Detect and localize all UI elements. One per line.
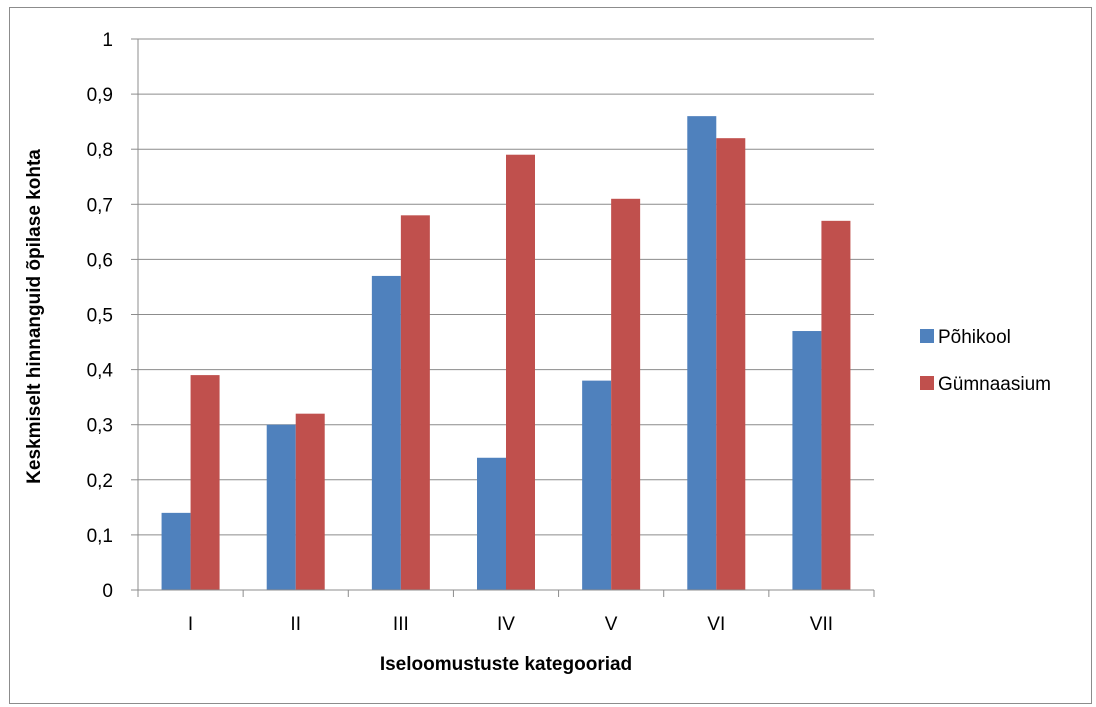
gridlines	[138, 38, 874, 536]
y-tick-label: 1	[102, 30, 113, 51]
x-axis-title: Iseloomustuste kategooriad	[380, 654, 632, 675]
bar-series2-IV	[506, 154, 535, 590]
y-tick-label: 0,7	[87, 195, 113, 216]
y-tick-label: 0,8	[87, 140, 113, 161]
legend-swatch	[920, 376, 934, 390]
x-tick-label: VII	[810, 614, 833, 635]
bar-series2-I	[190, 375, 220, 590]
bar-series1-VII	[792, 331, 822, 590]
y-axis-title: Keskmiselt hinnanguid õpilase kohta	[24, 149, 45, 484]
legend-label: Gümnaasium	[938, 374, 1051, 395]
bar-series1-V	[582, 380, 612, 590]
tick-labels: 00,10,20,30,40,50,60,70,80,91I II III IV V VI…	[87, 30, 833, 635]
bar-series2-VI	[716, 138, 746, 590]
x-tick-label: V	[605, 614, 618, 635]
legend: Põhikool Gümnaasium	[920, 327, 1051, 395]
y-tick-label: 0,4	[87, 361, 114, 382]
bar-series1-II	[266, 424, 296, 590]
x-tick-label: IV	[497, 614, 515, 635]
bar-series2-V	[611, 198, 641, 591]
y-tick-label: 0,1	[87, 526, 113, 547]
y-tick-label: 0,3	[87, 416, 113, 437]
bar-series2-VII	[821, 220, 851, 590]
legend-label: Põhikool	[938, 327, 1011, 348]
bar-series2-II	[295, 413, 325, 590]
y-tick-label: 0	[102, 581, 113, 602]
bars	[161, 116, 851, 591]
x-tick-label: I	[188, 614, 193, 635]
bar-series1-III	[371, 275, 401, 590]
y-tick-label: 0,6	[87, 250, 113, 271]
x-tick-label: III	[393, 614, 409, 635]
bar-series2-III	[400, 215, 430, 590]
axes	[131, 38, 875, 597]
y-tick-label: 0,5	[87, 306, 113, 327]
bar-series1-I	[161, 512, 191, 590]
bar-series1-IV	[477, 457, 506, 590]
y-tick-label: 0,2	[87, 471, 113, 492]
bar-series1-VI	[687, 116, 717, 590]
legend-swatch	[920, 329, 934, 343]
y-tick-label: 0,9	[87, 85, 113, 106]
x-tick-label: II	[290, 614, 301, 635]
x-tick-label: VI	[707, 614, 725, 635]
